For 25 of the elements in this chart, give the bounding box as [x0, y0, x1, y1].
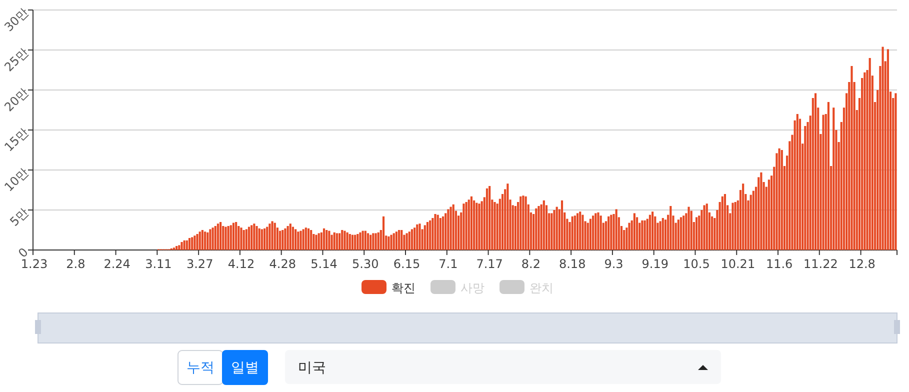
text: 미국	[298, 360, 326, 376]
x-tick-label: 9.3	[604, 257, 624, 271]
x-tick-label: 11.22	[804, 257, 838, 271]
x-tick-label: 12.8	[848, 257, 876, 271]
y-tick-label: 5만	[7, 205, 31, 229]
x-tick-label: 2.8	[66, 257, 86, 271]
x-tick-label: 6.15	[393, 257, 420, 271]
legend-label: 확진	[392, 281, 416, 295]
x-tick-label: 4.12	[228, 257, 255, 271]
x-tick-label: 2.24	[104, 257, 130, 271]
x-tick-label: 9.19	[642, 257, 668, 271]
x-tick-label: 5.30	[352, 257, 379, 271]
x-tick-label: 8.2	[521, 257, 541, 271]
x-tick-label: 11.6	[766, 257, 793, 271]
x-tick-label: 10.5	[683, 257, 710, 271]
x-tick-label: 7.1	[438, 257, 458, 271]
text: 누적	[186, 360, 214, 376]
x-tick-label: 3.11	[145, 257, 172, 271]
x-tick-label: 3.27	[186, 257, 214, 271]
text: 일별	[231, 360, 259, 376]
x-tick-label: 5.14	[310, 257, 338, 271]
x-tick-label: 8.18	[558, 257, 586, 271]
x-tick-label: 7.17	[476, 257, 503, 271]
x-tick-label: 4.28	[269, 257, 296, 271]
x-tick-label: 10.21	[720, 257, 756, 271]
